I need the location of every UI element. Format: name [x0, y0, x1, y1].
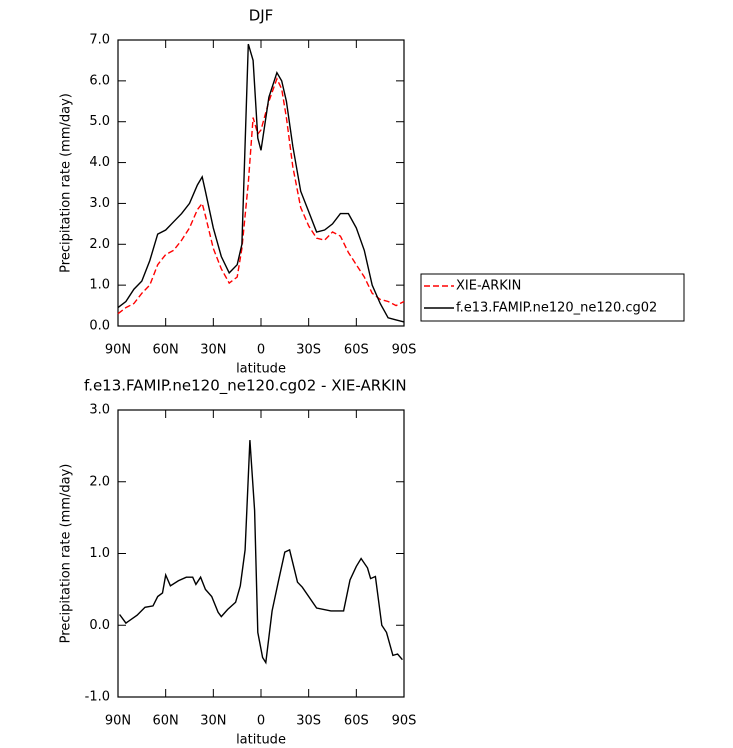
plot-frame: [117, 409, 405, 698]
plot-frame: [117, 39, 405, 327]
y-axis-label: Precipitation rate (mm/day): [59, 93, 74, 273]
data-line: [117, 76, 405, 315]
chart-title: DJF: [249, 7, 274, 25]
data-line: [119, 440, 403, 665]
y-tick-label: 6.0: [89, 73, 110, 88]
legend-box: [420, 273, 685, 322]
x-tick-label: 30N: [200, 343, 226, 358]
y-tick-label: 1.0: [89, 278, 110, 293]
x-tick-label: 60N: [153, 343, 179, 358]
legend-label: XIE-ARKIN: [456, 279, 521, 294]
data-line: [117, 43, 405, 323]
y-axis-label: Precipitation rate (mm/day): [59, 464, 74, 644]
x-tick-label: 90S: [392, 714, 417, 729]
y-tick-label: 0.0: [89, 319, 110, 334]
x-tick-label: 0: [257, 343, 265, 358]
x-tick-label: 60S: [344, 714, 369, 729]
x-axis-label: latitude: [236, 733, 286, 748]
x-tick-label: 30S: [296, 714, 321, 729]
x-tick-label: 0: [257, 714, 265, 729]
x-tick-label: 90N: [105, 714, 131, 729]
x-tick-label: 30S: [296, 343, 321, 358]
y-tick-label: 3.0: [89, 196, 110, 211]
chart-title: f.e13.FAMIP.ne120_ne120.cg02 - XIE-ARKIN: [84, 377, 407, 396]
y-tick-label: 7.0: [89, 33, 110, 48]
y-tick-label: -1.0: [85, 690, 110, 705]
y-tick-label: 3.0: [89, 403, 110, 418]
x-tick-label: 90N: [105, 343, 131, 358]
x-tick-label: 60S: [344, 343, 369, 358]
y-tick-label: 4.0: [89, 155, 110, 170]
y-tick-label: 0.0: [89, 618, 110, 633]
y-tick-label: 2.0: [89, 237, 110, 252]
y-tick-label: 5.0: [89, 114, 110, 129]
y-tick-label: 2.0: [89, 474, 110, 489]
x-tick-label: 90S: [392, 343, 417, 358]
x-tick-label: 60N: [153, 714, 179, 729]
x-tick-label: 30N: [200, 714, 226, 729]
y-tick-label: 1.0: [89, 546, 110, 561]
x-axis-label: latitude: [236, 362, 286, 377]
legend-label: f.e13.FAMIP.ne120_ne120.cg02: [456, 301, 657, 316]
